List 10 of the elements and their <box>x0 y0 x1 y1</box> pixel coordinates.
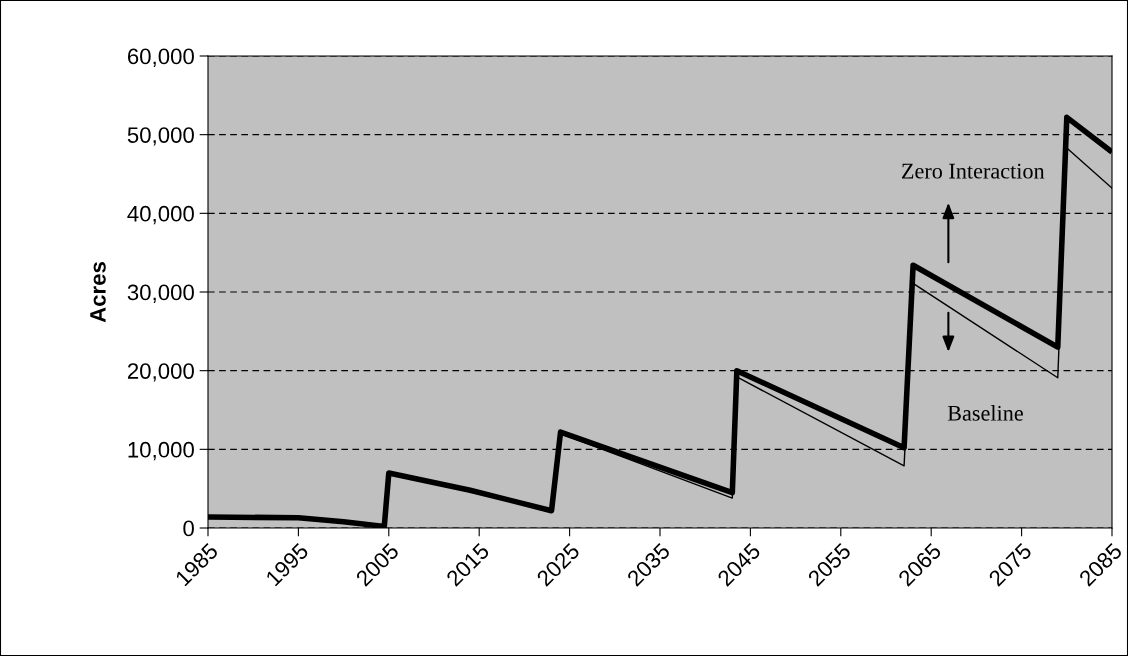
y-tick-label: 0 <box>183 520 194 537</box>
y-tick-label: 50,000 <box>127 127 194 146</box>
y-tick-label: 10,000 <box>128 441 194 461</box>
y-tick-label: 20,000 <box>127 363 194 382</box>
y-tick-label: 40,000 <box>127 205 194 225</box>
y-axis-title: Acres <box>90 262 106 323</box>
annotation: Zero Interaction <box>901 163 1045 179</box>
y-tick-label: 30,000 <box>127 284 194 303</box>
annotation: Baseline <box>947 405 1023 421</box>
y-tick-label: 60,000 <box>127 48 194 67</box>
